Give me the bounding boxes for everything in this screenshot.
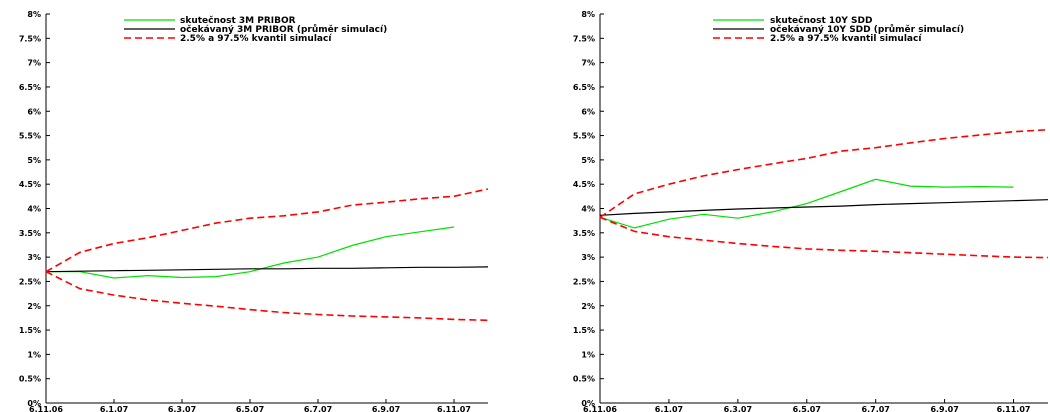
- y-tick-label: 1%: [27, 350, 41, 359]
- series-line-3: [45, 270, 489, 322]
- x-tick-label: 6.1.07: [100, 405, 128, 412]
- x-tick-label: 6.7.07: [862, 405, 890, 412]
- y-tick-label: 3.5%: [19, 229, 41, 238]
- y-tick-label: 1.5%: [573, 326, 595, 335]
- x-tick-label: 6.9.07: [372, 405, 400, 412]
- series-line-1: [45, 266, 489, 273]
- y-tick-label: 1%: [581, 350, 595, 359]
- y-tick-label: 1.5%: [19, 326, 41, 335]
- legend-label: 2.5% a 97.5% kvantil simulací: [770, 34, 922, 44]
- y-tick-label: 7.5%: [573, 34, 595, 43]
- y-tick-label: 7%: [27, 59, 41, 68]
- y-tick-label: 8%: [581, 10, 595, 19]
- x-tick-label: 6.1.07: [655, 405, 683, 412]
- y-tick-label: 5.5%: [19, 132, 41, 141]
- x-tick-label: 6.5.07: [236, 405, 264, 412]
- y-tick-label: 0.5%: [573, 375, 595, 384]
- x-tick-label: 6.5.07: [793, 405, 821, 412]
- y-tick-label: 7.5%: [19, 34, 41, 43]
- x-tick-label: 6.9.07: [930, 405, 958, 412]
- y-tick-label: 0.5%: [19, 375, 41, 384]
- y-tick-label: 3%: [581, 253, 595, 262]
- y-tick-label: 4%: [27, 205, 41, 214]
- y-tick-label: 0%: [27, 399, 41, 408]
- y-tick-label: 6.5%: [573, 83, 595, 92]
- legend-label: očekávaný 10Y SDD (průměr simulací): [770, 24, 964, 35]
- y-tick-label: 3.5%: [573, 229, 595, 238]
- x-tick-label: 6.3.07: [168, 405, 196, 412]
- y-tick-label: 6.5%: [19, 83, 41, 92]
- y-tick-label: 2.5%: [19, 277, 41, 286]
- y-tick-label: 5%: [27, 156, 41, 165]
- x-tick-label: 6.3.07: [724, 405, 752, 412]
- x-tick-label: 6.11.06: [29, 405, 63, 412]
- x-tick-label: 6.7.07: [304, 405, 332, 412]
- y-tick-label: 5.5%: [573, 132, 595, 141]
- legend-label: skutečnost 3M PRIBOR: [180, 15, 296, 26]
- series-line-2: [45, 188, 489, 273]
- chart-10y-sdd: 0% 0.5% 1% 1.5% 2% 2.5% 3% 3.5% 4% 4.5% 5% 5.5% 6% 6.…: [573, 10, 1049, 412]
- x-tick-label: 6.11.06: [583, 405, 617, 412]
- y-tick-label: 4.5%: [573, 180, 595, 189]
- y-tick-label: 4%: [581, 205, 595, 214]
- y-tick-label: 2%: [581, 302, 595, 311]
- y-tick-label: 5%: [581, 156, 595, 165]
- x-tick-label: 6.11.07: [997, 405, 1031, 412]
- y-tick-label: 2.5%: [573, 277, 595, 286]
- y-tick-label: 4.5%: [19, 180, 41, 189]
- series-line-1: [599, 199, 1049, 216]
- y-tick-label: 3%: [27, 253, 41, 262]
- series-line-3: [599, 216, 1049, 259]
- y-tick-label: 2%: [27, 302, 41, 311]
- y-tick-label: 8%: [27, 10, 41, 19]
- chart-3m-pribor: 0% 0.5% 1% 1.5% 2% 2.5% 3% 3.5% 4% 4.5% 5% 5.5% 6% 6.…: [19, 10, 489, 412]
- legend-label: skutečnost 10Y SDD: [770, 15, 872, 26]
- legend-label: 2.5% a 97.5% kvantil simulací: [180, 34, 332, 44]
- legend-label: očekávaný 3M PRIBOR (průměr simulací): [180, 24, 387, 35]
- y-tick-label: 6%: [581, 107, 595, 116]
- y-tick-label: 0%: [581, 399, 595, 408]
- series-line-0: [46, 226, 455, 279]
- y-tick-label: 6%: [27, 107, 41, 116]
- series-line-2: [599, 128, 1049, 218]
- x-tick-label: 6.11.07: [437, 405, 471, 412]
- series-line-0: [599, 178, 1014, 229]
- y-tick-label: 7%: [581, 59, 595, 68]
